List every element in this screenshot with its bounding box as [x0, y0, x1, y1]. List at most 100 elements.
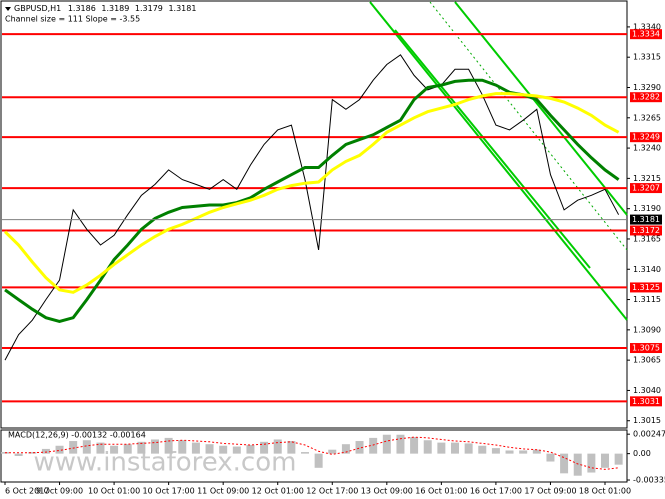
level-label: 1.3172	[632, 226, 660, 235]
menu-icon	[5, 7, 11, 11]
macd-bar	[532, 449, 541, 454]
macd-bar	[82, 440, 91, 454]
x-tick-label: 10 Oct 17:00	[143, 487, 195, 496]
y-tick-label: 1.3115	[633, 295, 661, 304]
y-tick-label: 1.3215	[633, 174, 661, 183]
macd-bar	[164, 437, 173, 454]
macd-bar	[260, 441, 269, 454]
level-label: 1.3207	[632, 184, 660, 193]
x-tick-label: 17 Oct 09:00	[524, 487, 576, 496]
y-tick-label: 1.3065	[633, 356, 661, 365]
macd-bar	[505, 450, 514, 454]
level-label: 1.3125	[632, 283, 660, 292]
current-price-label: 1.3181	[632, 215, 660, 224]
macd-frame	[0, 429, 628, 483]
symbol: GBPUSD,H1	[14, 4, 61, 13]
level-label-box	[630, 343, 662, 354]
level-label-box	[630, 92, 662, 103]
macd-bar	[273, 439, 282, 454]
macd-bar	[28, 452, 37, 454]
channel-line	[394, 29, 591, 269]
macd-bar	[464, 443, 473, 454]
macd-bar	[587, 453, 596, 473]
y-tick-label: 1.3190	[633, 204, 661, 213]
level-label-box	[630, 29, 662, 40]
level-label-box	[630, 396, 662, 407]
macd-bar	[382, 434, 391, 454]
x-tick-label: 12 Oct 01:00	[252, 487, 304, 496]
channel-line	[454, 1, 628, 216]
x-tick-label: 13 Oct 09:00	[361, 487, 413, 496]
macd-bar	[614, 453, 623, 465]
level-label-box	[630, 225, 662, 236]
y-tick-label: -0.00335	[633, 476, 665, 485]
high: 1.3189	[101, 4, 129, 13]
close: 1.3181	[168, 4, 196, 13]
low: 1.3179	[135, 4, 163, 13]
x-tick-label: 12 Oct 17:00	[306, 487, 358, 496]
macd-bar	[410, 437, 419, 454]
y-tick-label: 1.3165	[633, 234, 661, 243]
level-label-box	[630, 282, 662, 293]
x-tick-label: 16 Oct 17:00	[470, 487, 522, 496]
macd-bar	[151, 439, 159, 454]
level-label: 1.3282	[632, 93, 660, 102]
macd-bar	[41, 448, 50, 454]
y-tick-label: 1.3040	[633, 386, 661, 395]
macd-bar	[246, 444, 255, 454]
channel-line	[369, 1, 628, 321]
y-tick-label: 1.3240	[633, 144, 661, 153]
level-label: 1.3031	[632, 397, 660, 406]
macd-bar	[560, 453, 569, 474]
symbol-info: GBPUSD,H1 1.3186 1.3189 1.3179 1.3181	[14, 4, 196, 13]
current-price-box	[630, 214, 662, 225]
macd-bar	[123, 444, 132, 454]
y-tick-label: 1.3015	[633, 416, 661, 425]
macd-title: MACD(12,26,9) -0.00132 -0.00164	[8, 431, 146, 440]
macd-bar	[396, 434, 405, 454]
y-tick-label: 1.3090	[633, 325, 661, 334]
open: 1.3186	[68, 4, 96, 13]
macd-bar	[178, 440, 187, 454]
price-frame	[0, 0, 628, 429]
macd-bar	[69, 441, 78, 454]
macd-bar	[301, 452, 309, 454]
macd-bar	[601, 453, 609, 468]
signal-line	[5, 436, 619, 470]
macd-bar	[110, 445, 119, 454]
macd-bar	[137, 441, 146, 454]
macd-bar	[519, 450, 528, 454]
price-line	[4, 54, 620, 361]
level-label-box	[630, 132, 662, 143]
macd-bar	[478, 445, 487, 454]
level-label: 1.3075	[632, 344, 660, 353]
macd-bar	[341, 444, 350, 454]
y-tick-label: 1.3265	[633, 113, 661, 122]
macd-bar	[546, 453, 555, 462]
level-label: 1.3334	[632, 30, 660, 39]
macd-bar	[287, 441, 296, 454]
macd-bar	[573, 453, 582, 476]
macd-bar	[14, 453, 23, 456]
x-tick-label: 18 Oct 01:00	[579, 487, 631, 496]
x-tick-label: 10 Oct 01:00	[88, 487, 140, 496]
macd-bar	[205, 444, 214, 454]
macd-bar	[437, 442, 446, 454]
macd-bar	[423, 440, 432, 454]
macd-bar	[328, 449, 337, 454]
y-tick-label: 1.3315	[633, 53, 661, 62]
y-tick-label: 0.00	[633, 449, 651, 458]
macd-bar	[314, 453, 323, 468]
macd-bar	[369, 437, 378, 454]
x-tick-label: 16 Oct 01:00	[415, 487, 467, 496]
channel-annotation: Channel size = 111 Slope = -3.55	[5, 15, 140, 24]
y-tick-label: 1.3140	[633, 265, 661, 274]
macd-bar	[96, 442, 105, 454]
x-tick-label: 9 Oct 09:00	[36, 487, 83, 496]
macd-bar	[355, 441, 364, 454]
moving-average	[3, 92, 620, 294]
macd-bar	[55, 445, 64, 454]
macd-bar	[451, 442, 459, 454]
